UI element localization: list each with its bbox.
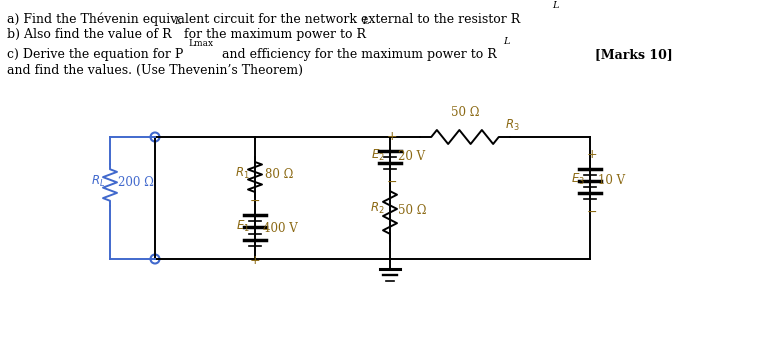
Text: c) Derive the equation for P: c) Derive the equation for P xyxy=(7,48,183,61)
Text: +: + xyxy=(387,131,397,144)
Text: $E_2$: $E_2$ xyxy=(371,148,385,163)
Text: Lmax: Lmax xyxy=(188,39,213,48)
Text: $E_3$: $E_3$ xyxy=(571,172,585,187)
Text: −: − xyxy=(250,195,261,208)
Text: $E_1$: $E_1$ xyxy=(236,218,250,234)
Text: 400 V: 400 V xyxy=(263,222,298,234)
Text: $R_1$: $R_1$ xyxy=(236,165,250,181)
Text: L: L xyxy=(503,37,509,46)
Text: [Marks 10]: [Marks 10] xyxy=(560,48,672,61)
Text: b) Also find the value of R: b) Also find the value of R xyxy=(7,28,172,41)
Text: $R_L$: $R_L$ xyxy=(90,173,105,188)
Text: L: L xyxy=(174,17,180,26)
Text: $R_2$: $R_2$ xyxy=(370,201,385,216)
Text: +: + xyxy=(250,253,261,266)
Text: 50 Ω: 50 Ω xyxy=(398,204,427,217)
Text: +: + xyxy=(587,149,597,162)
Text: 50 Ω: 50 Ω xyxy=(451,106,479,118)
Text: −: − xyxy=(587,205,597,219)
Text: $R_3$: $R_3$ xyxy=(505,117,519,132)
Text: for the maximum power to R: for the maximum power to R xyxy=(180,28,366,41)
Text: 20 V: 20 V xyxy=(398,150,425,163)
Text: and efficiency for the maximum power to R: and efficiency for the maximum power to … xyxy=(218,48,497,61)
Text: a) Find the Thévenin equivalent circuit for the network external to the resistor: a) Find the Thévenin equivalent circuit … xyxy=(7,12,520,25)
Text: L: L xyxy=(552,1,558,10)
Text: −: − xyxy=(387,176,397,188)
Text: L: L xyxy=(362,17,368,26)
Text: 200 Ω: 200 Ω xyxy=(118,177,154,190)
Text: 10 V: 10 V xyxy=(598,174,625,187)
Text: 80 Ω: 80 Ω xyxy=(265,168,293,182)
Text: and find the values. (Use Thevenin’s Theorem): and find the values. (Use Thevenin’s The… xyxy=(7,64,303,77)
